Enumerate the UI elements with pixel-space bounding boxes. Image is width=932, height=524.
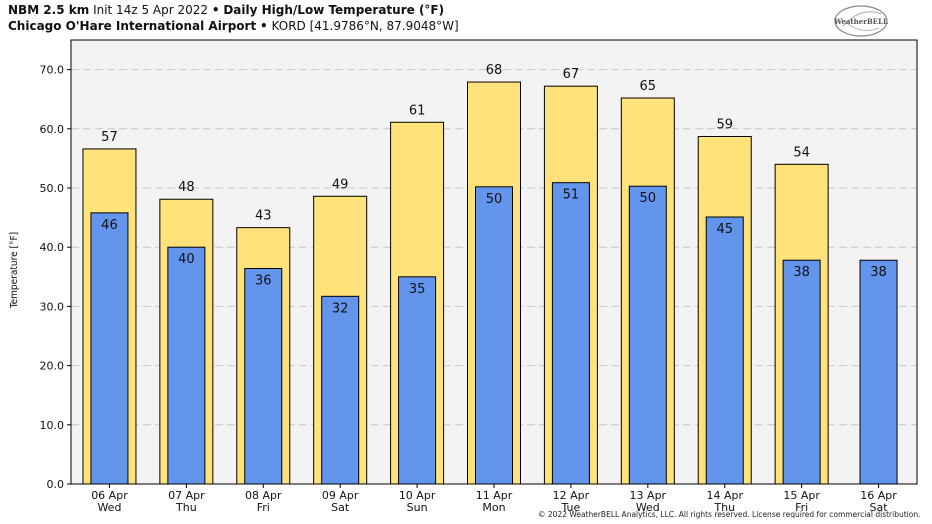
low-temp-label: 45 xyxy=(716,222,733,237)
low-temp-label: 50 xyxy=(486,192,503,207)
x-tick-label-weekday: Thu xyxy=(713,501,735,514)
y-tick-label: 70.0 xyxy=(40,64,65,77)
station-name: Chicago O'Hare International Airport xyxy=(8,19,257,33)
x-tick-label-date: 11 Apr xyxy=(476,489,513,502)
x-tick-label-weekday: Fri xyxy=(795,501,808,514)
low-temp-bar xyxy=(321,295,360,485)
station-coordinates: KORD [41.9786°N, 87.9048°W] xyxy=(271,19,459,33)
high-temp-label: 59 xyxy=(716,117,733,132)
high-temp-label: 68 xyxy=(486,63,503,78)
high-temp-label: 54 xyxy=(793,145,810,160)
bullet-separator: • xyxy=(260,19,268,33)
x-tick-label-weekday: Thu xyxy=(175,501,197,514)
chart-title: Daily High/Low Temperature (°F) xyxy=(223,3,445,17)
y-tick-label: 20.0 xyxy=(40,360,65,373)
low-temp-bar xyxy=(551,182,590,485)
y-tick-label: 50.0 xyxy=(40,182,65,195)
weatherbell-logo-icon: WeatherBELL xyxy=(833,5,888,37)
low-temp-bar xyxy=(90,212,129,485)
y-axis-label: Temperature [°F] xyxy=(9,232,20,309)
low-temp-label: 38 xyxy=(793,265,810,280)
low-temp-label: 32 xyxy=(332,301,349,316)
low-temp-bar xyxy=(475,186,513,485)
x-tick-label-date: 10 Apr xyxy=(399,489,436,502)
high-temp-label: 57 xyxy=(101,130,118,145)
x-tick-label-date: 16 Apr xyxy=(860,489,897,502)
svg-text:Temperature [°F]: Temperature [°F] xyxy=(9,232,20,309)
x-tick-label-weekday: Sat xyxy=(870,501,889,514)
low-temp-label: 40 xyxy=(178,252,195,267)
x-tick-label-date: 08 Apr xyxy=(245,489,282,502)
header-line-2: Chicago O'Hare International Airport • K… xyxy=(8,18,808,34)
plot-frame xyxy=(70,39,918,485)
x-tick-label-weekday: Tue xyxy=(561,501,581,514)
bullet-separator: • xyxy=(211,3,220,17)
low-temp-label: 46 xyxy=(101,218,118,233)
high-temp-label: 43 xyxy=(255,209,272,224)
x-tick-label-weekday: Fri xyxy=(257,501,270,514)
low-temp-label: 35 xyxy=(409,282,426,297)
low-temp-label: 50 xyxy=(640,191,657,206)
model-name: NBM 2.5 km xyxy=(8,3,90,17)
y-tick-label: 60.0 xyxy=(40,123,65,136)
low-temp-label: 51 xyxy=(563,188,580,203)
y-tick-label: 30.0 xyxy=(40,300,65,313)
low-temp-bar xyxy=(782,259,821,485)
high-temp-label: 65 xyxy=(640,79,657,94)
low-temp-bar xyxy=(705,216,744,485)
x-tick-label-date: 14 Apr xyxy=(706,489,743,502)
low-temp-label: 36 xyxy=(255,274,272,289)
x-tick-label-date: 15 Apr xyxy=(783,489,820,502)
low-temp-bar xyxy=(628,185,667,485)
high-temp-label: 48 xyxy=(178,180,195,195)
header-line-1: NBM 2.5 km Init 14z 5 Apr 2022 • Daily H… xyxy=(8,2,808,18)
chart-header: NBM 2.5 km Init 14z 5 Apr 2022 • Daily H… xyxy=(8,2,808,34)
low-temp-label: 38 xyxy=(870,265,887,280)
x-tick-label-date: 09 Apr xyxy=(322,489,359,502)
y-tick-label: 40.0 xyxy=(40,241,65,254)
x-tick-label-date: 12 Apr xyxy=(553,489,590,502)
high-temp-label: 61 xyxy=(409,103,426,118)
y-tick-label: 0.0 xyxy=(47,478,65,491)
low-temp-bar xyxy=(244,268,283,485)
x-tick-label-weekday: Sat xyxy=(331,501,350,514)
x-tick-label-weekday: Wed xyxy=(97,501,121,514)
high-temp-label: 67 xyxy=(563,67,580,82)
logo-text: WeatherBELL xyxy=(833,17,888,26)
init-time: Init 14z 5 Apr 2022 xyxy=(93,3,209,17)
high-temp-label: 49 xyxy=(332,177,349,192)
x-tick-label-date: 07 Apr xyxy=(168,489,205,502)
low-temp-bar xyxy=(859,259,898,485)
x-tick-label-weekday: Sun xyxy=(407,501,428,514)
x-tick-label-weekday: Mon xyxy=(482,501,505,514)
x-tick-label-date: 06 Apr xyxy=(91,489,128,502)
y-tick-label: 10.0 xyxy=(40,419,65,432)
low-temp-bar xyxy=(398,276,437,485)
x-tick-label-date: 13 Apr xyxy=(630,489,667,502)
x-tick-label-weekday: Wed xyxy=(636,501,660,514)
copyright-footer: © 2022 WeatherBELL Analytics, LLC. All r… xyxy=(538,510,921,519)
low-temp-bar xyxy=(167,246,206,485)
